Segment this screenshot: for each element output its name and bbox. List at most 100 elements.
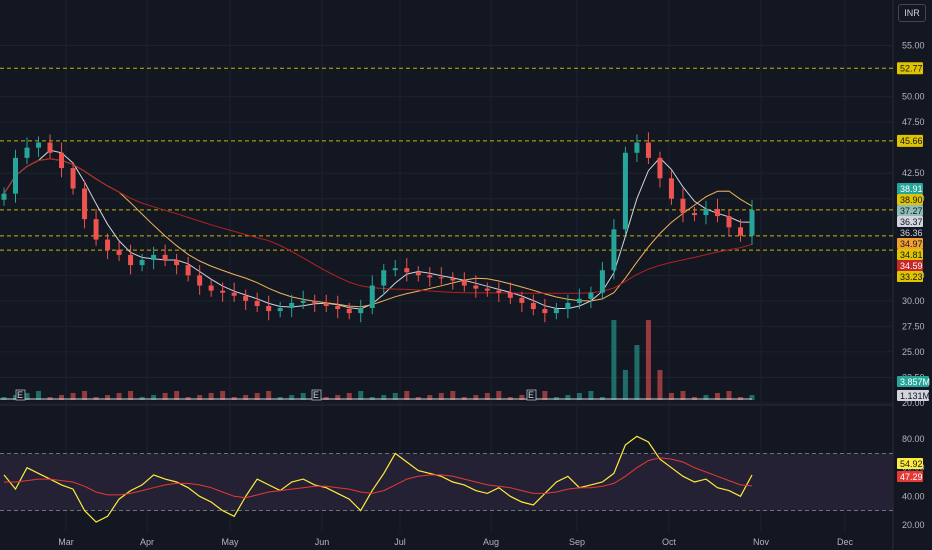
earnings-marker	[311, 389, 322, 401]
candle	[162, 254, 168, 261]
volume-tag	[897, 390, 929, 401]
candle	[151, 254, 157, 261]
rsi-tick-label: 40.00	[902, 491, 925, 501]
price-tag	[897, 194, 923, 205]
moving-averages	[3, 149, 753, 310]
rsi-tick-label: 80.00	[902, 434, 925, 444]
price-tag	[897, 183, 923, 194]
candle	[438, 277, 444, 279]
candle	[714, 208, 720, 217]
candle	[312, 300, 318, 303]
candle	[553, 309, 559, 314]
candle	[208, 285, 214, 291]
candle	[484, 288, 490, 291]
candle	[323, 302, 329, 306]
candle	[496, 290, 502, 293]
volume-bar	[197, 395, 203, 400]
candle	[47, 142, 53, 153]
candle	[588, 292, 594, 299]
price-tag	[897, 205, 923, 216]
volume-bar	[70, 393, 76, 400]
price-tag-label: 37.27	[900, 206, 923, 216]
candle	[473, 285, 479, 289]
candle	[70, 168, 76, 189]
volume-bar	[243, 395, 249, 400]
price-tick-label: 20.00	[902, 398, 925, 408]
candle	[105, 239, 111, 250]
candle	[519, 297, 525, 303]
candle	[346, 309, 352, 314]
candle	[358, 308, 364, 314]
price-tick-label: 55.00	[902, 41, 925, 51]
candle	[116, 249, 122, 255]
candle	[254, 300, 260, 306]
candle	[277, 308, 283, 312]
time-tick-label: Apr	[140, 537, 154, 547]
time-tick-label: Dec	[837, 537, 854, 547]
time-tick-label: Aug	[483, 537, 499, 547]
time-tick-label: Oct	[662, 537, 677, 547]
volume-bar	[105, 395, 111, 400]
candle	[197, 275, 203, 286]
price-tag	[897, 260, 923, 271]
level-price-tag	[897, 134, 923, 147]
volume-bar	[381, 395, 387, 400]
candle	[427, 275, 433, 278]
price-tick-label: 42.50	[902, 168, 925, 178]
volume-bar	[82, 391, 88, 400]
candle	[726, 216, 732, 228]
volume-bar	[576, 393, 582, 400]
volume-tag-label: 1.131M	[900, 391, 930, 401]
volume-bar	[151, 395, 157, 400]
volume-tag	[897, 376, 929, 387]
ma-mid-line	[3, 158, 753, 308]
candle	[737, 227, 743, 236]
rsi-line	[3, 435, 753, 523]
candle	[668, 178, 674, 199]
candle	[530, 302, 536, 310]
volume-bar	[726, 391, 732, 400]
price-tag	[897, 216, 923, 227]
volume-bar	[346, 393, 352, 400]
candle	[392, 268, 398, 271]
volume-bar	[645, 320, 651, 400]
time-axis[interactable]: Mar Apr May Jun Jul Aug Sep Oct Nov Dec	[58, 537, 853, 547]
volume-bar	[174, 391, 180, 400]
candle	[13, 157, 19, 194]
candle	[335, 305, 341, 310]
price-tag	[897, 271, 923, 282]
candle	[381, 270, 387, 286]
candle	[611, 229, 617, 271]
price-tick-label: 50.00	[902, 92, 925, 102]
candle	[576, 298, 582, 303]
candle	[450, 278, 456, 281]
rsi-tag-label: 47.29	[900, 472, 923, 482]
candle	[185, 265, 191, 276]
volume-bar	[358, 391, 364, 400]
rsi-tag	[897, 471, 923, 482]
rsi-pane	[0, 435, 893, 523]
candle	[369, 285, 375, 309]
volume-bar	[300, 393, 306, 400]
volume-bar	[668, 393, 674, 400]
volume-bar	[634, 345, 640, 400]
candle	[289, 302, 295, 309]
time-tick-label: Sep	[569, 537, 585, 547]
volume-bar	[220, 391, 226, 400]
price-tag-label: 38.90	[900, 195, 923, 205]
price-tag-label: 34.81	[900, 250, 923, 260]
price-axis[interactable]: 55.0050.0047.5042.5040.0032.5030.0027.50…	[902, 41, 925, 530]
price-tag-label: 34.97	[900, 239, 923, 249]
candle	[1, 193, 7, 200]
volume-bar	[289, 395, 295, 400]
candle	[231, 292, 237, 296]
horizontal-levels	[0, 67, 893, 251]
candle	[82, 188, 88, 220]
candle	[139, 260, 145, 266]
currency-badge[interactable]: INR	[898, 4, 926, 22]
price-tag-label: 36.36	[900, 228, 923, 238]
grid	[0, 0, 894, 550]
volume-bar	[450, 391, 456, 400]
volume-bar	[484, 393, 490, 400]
